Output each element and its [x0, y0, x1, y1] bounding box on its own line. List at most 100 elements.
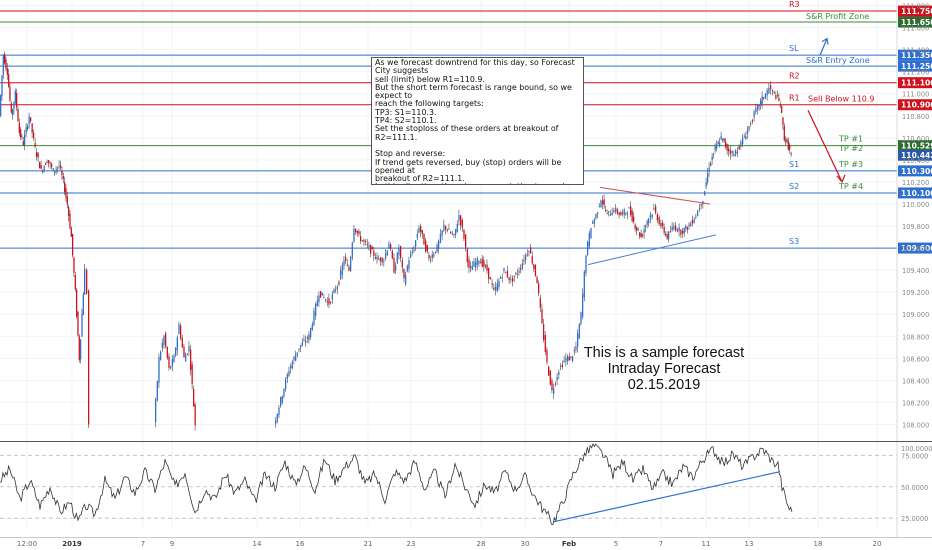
- candle-body: [420, 226, 422, 233]
- candle-body: [578, 324, 580, 339]
- candle-body: [72, 233, 74, 256]
- candle-body: [531, 256, 533, 264]
- candle-body: [525, 255, 527, 260]
- candle-body: [73, 257, 75, 273]
- candle-body: [707, 173, 709, 182]
- time-tick-label: 14: [253, 540, 262, 548]
- candle-body: [725, 141, 727, 148]
- candle-body: [340, 270, 342, 279]
- candle-body: [338, 281, 340, 285]
- candle-body: [686, 227, 689, 230]
- candle-body: [773, 92, 775, 94]
- candle-body: [787, 140, 789, 150]
- candle-body: [34, 143, 36, 147]
- candle-body: [430, 259, 432, 261]
- candle-body: [361, 240, 363, 242]
- candle-body: [22, 141, 24, 146]
- candle-body: [413, 250, 415, 252]
- candle-body: [778, 97, 780, 101]
- time-tick-label: 18: [814, 540, 823, 548]
- price-tick-label: 110.400: [902, 157, 929, 165]
- time-tick-label: Feb: [562, 540, 576, 548]
- candle-body: [606, 213, 608, 215]
- candle-body: [653, 208, 655, 210]
- candle-body: [498, 280, 500, 288]
- candle-body: [4, 54, 6, 64]
- candle-body: [24, 134, 26, 145]
- candle-body: [489, 277, 492, 280]
- forecast-arrows: [807, 37, 846, 184]
- candle-body: [345, 256, 347, 262]
- candle-body: [306, 337, 308, 339]
- candle-body: [194, 404, 196, 426]
- candle-body: [341, 265, 343, 275]
- candle-body: [543, 324, 545, 340]
- price-badge-label: 110.442: [901, 151, 932, 160]
- candle-body: [186, 353, 188, 355]
- candle-body: [760, 100, 762, 106]
- price-badge-s3: [898, 242, 932, 254]
- candle-body: [758, 105, 760, 107]
- candle-body: [66, 196, 68, 205]
- candle-body: [539, 297, 541, 308]
- candle-body: [451, 233, 453, 235]
- candle-body: [165, 333, 167, 347]
- candle-body: [486, 264, 488, 271]
- candle-body: [520, 268, 522, 270]
- price-badge-label: 110.300: [901, 167, 932, 176]
- price-badge-tp1: [898, 140, 932, 152]
- candle-body: [789, 144, 791, 150]
- candle-body: [390, 244, 392, 249]
- candle-body: [637, 229, 639, 231]
- candle-body: [30, 117, 32, 122]
- candle-body: [573, 349, 575, 352]
- candle-body: [565, 357, 567, 362]
- candle-body: [295, 354, 297, 361]
- candle-body: [161, 342, 163, 349]
- candle-body: [358, 231, 360, 235]
- candle-body: [351, 242, 353, 258]
- candle-body: [481, 258, 483, 267]
- candle-body: [434, 251, 437, 253]
- candle-body: [580, 312, 582, 324]
- candle-body: [726, 144, 728, 151]
- candle-body: [27, 125, 29, 130]
- candle-body: [328, 298, 330, 305]
- oscillator-trend-line: [552, 471, 781, 523]
- level-note-r3: S&R Profit Zone: [806, 12, 869, 21]
- candle-body: [383, 260, 385, 262]
- candle-body: [597, 212, 599, 214]
- candle-body: [655, 206, 657, 213]
- candle-body: [193, 389, 195, 407]
- candle-body: [408, 260, 410, 269]
- candle-body: [488, 267, 490, 279]
- candle-body: [671, 226, 673, 231]
- candle-body: [14, 91, 16, 103]
- price-axis: 111.750 111.650 111.350 111.250 111.100 110.9…: [0, 0, 932, 538]
- candle-body: [553, 387, 555, 394]
- candle-body: [640, 233, 642, 238]
- candle-body: [633, 216, 635, 222]
- price-badge-r2: [898, 77, 932, 89]
- candle-body: [160, 351, 162, 360]
- candle-body: [296, 352, 298, 356]
- candle-body: [2, 55, 4, 75]
- sample-label-line2: Intraday Forecast: [607, 361, 721, 377]
- candle-body: [631, 210, 633, 222]
- candle-body: [713, 153, 715, 155]
- candle-body: [374, 257, 377, 259]
- price-tick-label: 109.200: [902, 289, 929, 297]
- candle-body: [476, 257, 478, 265]
- candle-body: [288, 370, 290, 376]
- candle-body: [40, 165, 42, 169]
- candle-body: [368, 245, 370, 247]
- candle-body: [418, 227, 420, 233]
- candle-body: [303, 339, 305, 341]
- candle-body: [528, 251, 530, 253]
- candle-body: [60, 165, 62, 168]
- price-badge-label: 109.600: [901, 244, 932, 253]
- candle-body: [275, 420, 277, 424]
- forecast-annotation: As we forecast downtrend for this day, s…: [371, 57, 584, 185]
- forecast-arrow-head: [836, 174, 846, 184]
- candle-body: [544, 335, 546, 353]
